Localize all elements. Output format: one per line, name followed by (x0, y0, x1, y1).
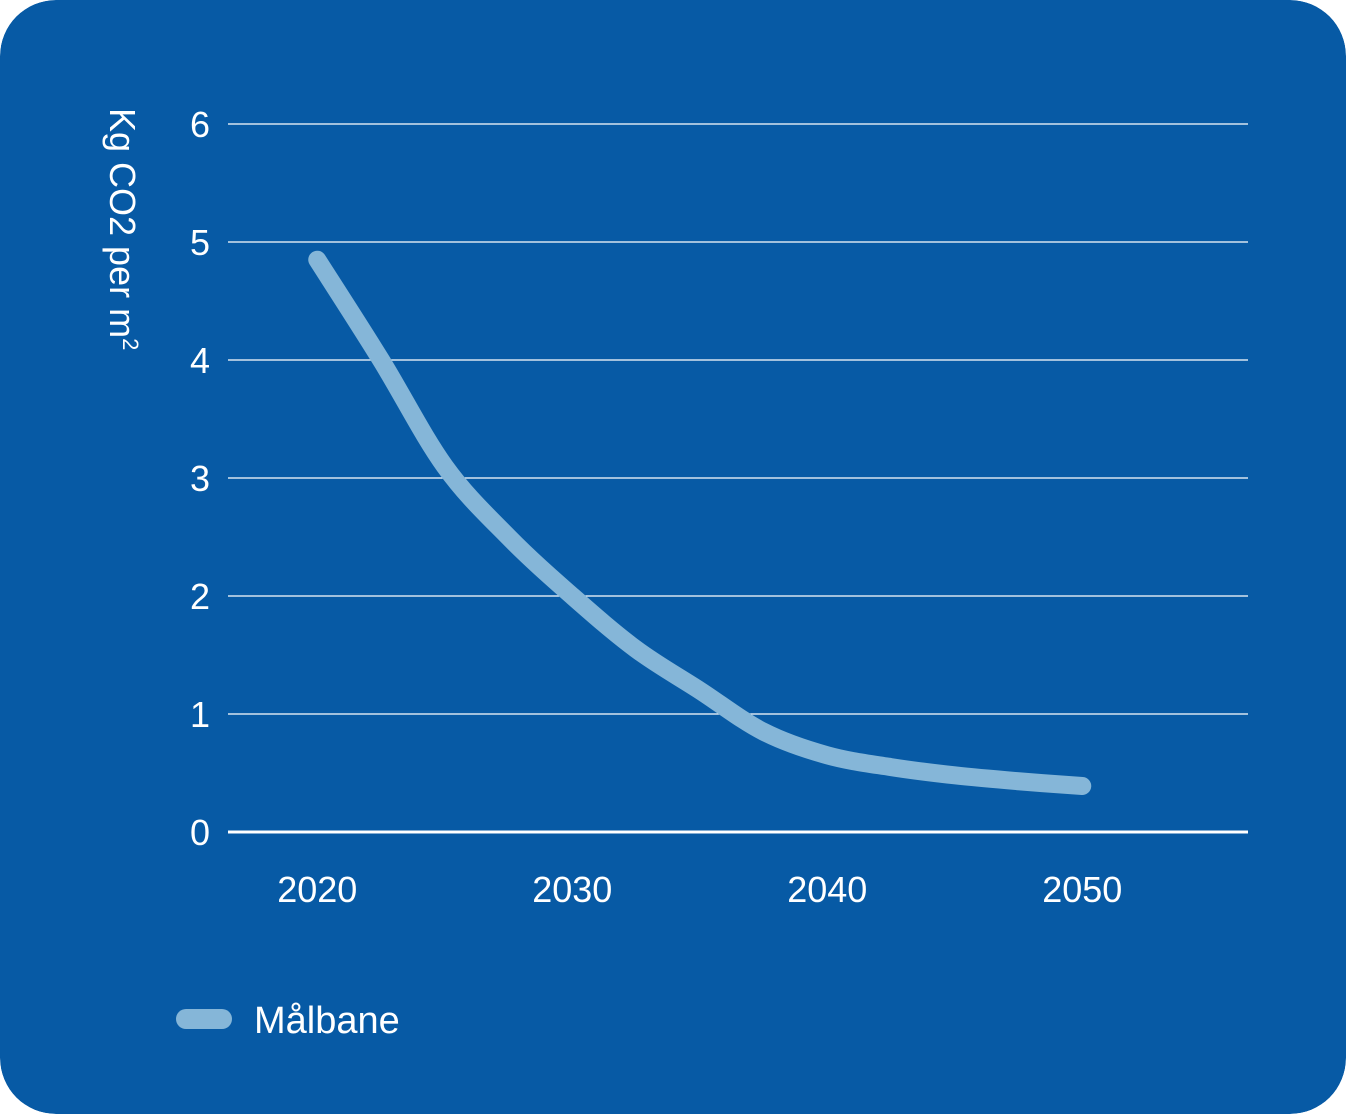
y-tick-label-1: 1 (190, 694, 210, 735)
y-tick-label-5: 5 (190, 222, 210, 263)
y-tick-label-2: 2 (190, 576, 210, 617)
series-layer (308, 250, 1092, 795)
y-tick-label-6: 6 (190, 104, 210, 145)
x-tick-label-2020: 2020 (277, 869, 357, 910)
y-tick-label-4: 4 (190, 340, 210, 381)
y-tick-label-0: 0 (190, 812, 210, 853)
y-axis-label-text: Kg CO2 per m (102, 108, 143, 338)
y-axis-ticks: 0 1 2 3 4 5 6 (190, 104, 210, 853)
svg-text:Kg CO2 per m2: Kg CO2 per m2 (102, 108, 143, 350)
x-axis-ticks: 2020 2030 2040 2050 (277, 869, 1122, 910)
legend-label-malbane: Målbane (254, 1000, 400, 1042)
series-line-malbane (308, 250, 1092, 795)
y-tick-label-3: 3 (190, 458, 210, 499)
y-axis-label: Kg CO2 per m2 (102, 108, 143, 350)
y-axis-label-superscript: 2 (118, 338, 143, 350)
x-tick-label-2030: 2030 (532, 869, 612, 910)
x-tick-label-2040: 2040 (787, 869, 867, 910)
x-tick-label-2050: 2050 (1042, 869, 1122, 910)
legend: Målbane (176, 1000, 400, 1042)
grid-layer (228, 123, 1248, 834)
